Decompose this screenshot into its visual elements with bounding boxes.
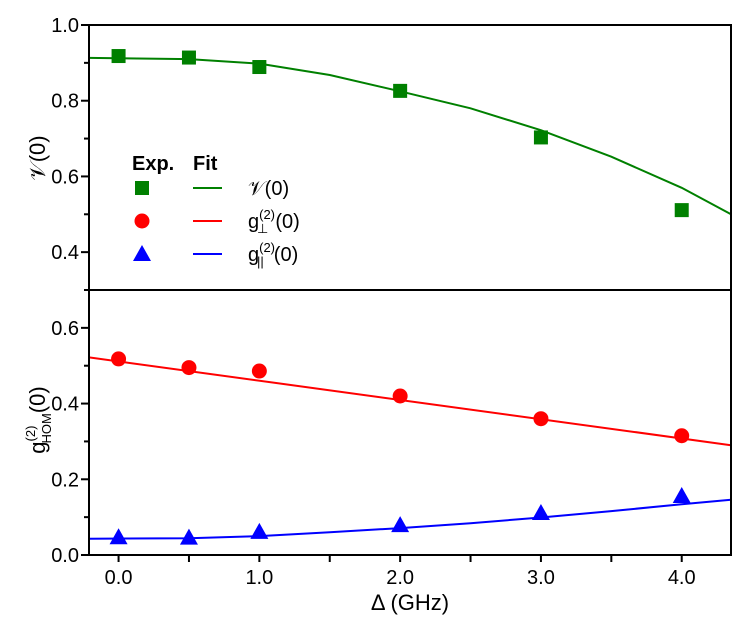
data-point-circle: [251, 363, 267, 379]
x-tick-label: 4.0: [668, 567, 696, 589]
data-point-circle: [533, 411, 549, 427]
y-tick-label: 0.0: [51, 545, 79, 567]
data-point-square: [111, 49, 126, 64]
y-tick-label: 0.4: [51, 394, 79, 416]
data-point-square: [252, 60, 267, 75]
top-plot-frame: [88, 24, 732, 291]
fit-line: [89, 498, 731, 540]
top-y-axis: 1.0 0.8 0.6 0.4: [51, 15, 89, 291]
data-point-triangle: [531, 503, 550, 520]
x-axis-title: Δ (GHz): [371, 590, 449, 615]
y-tick-label: 0.6: [51, 318, 79, 340]
x-tick-label: 1.0: [245, 567, 273, 589]
data-point-circle: [111, 351, 127, 367]
data-point-circle: [392, 388, 408, 404]
data-point-square: [393, 83, 408, 98]
x-tick-label: 2.0: [386, 567, 414, 589]
fit-line: [89, 356, 731, 447]
data-point-triangle: [179, 528, 198, 545]
legend-marker-triangle: [133, 245, 151, 261]
data-point-circle: [674, 428, 690, 444]
legend-fit-header: Fit: [193, 153, 218, 175]
legend-marker-square: [135, 181, 149, 195]
data-point-triangle: [250, 522, 269, 539]
legend-entry: g(2) ⊥ (0): [134, 207, 300, 236]
bottom-y-axis-title: g(2)HOM(0): [23, 386, 54, 453]
data-point-circle: [181, 360, 197, 376]
bottom-panel: [89, 351, 731, 545]
data-point-triangle: [672, 486, 691, 503]
legend-label: 𝒱(0): [248, 178, 289, 200]
legend-label: g(2) || (0): [248, 240, 298, 269]
legend-label: g(2) ⊥ (0): [248, 207, 300, 236]
y-tick-label: 1.0: [51, 15, 79, 37]
bottom-y-axis: 0.6 0.4 0.2 0.0: [51, 289, 89, 567]
data-point-square: [181, 50, 196, 65]
y-tick-label: 0.2: [51, 469, 79, 491]
data-point-square: [533, 130, 548, 145]
legend-entry: 𝒱(0): [135, 178, 289, 200]
top-y-axis-title: 𝒱(0): [25, 135, 50, 180]
legend-marker-circle: [134, 213, 150, 229]
y-tick-label: 0.6: [51, 166, 79, 188]
x-axis: 0.0 1.0 2.0 3.0 4.0: [105, 555, 696, 589]
y-tick-label: 0.4: [51, 242, 79, 264]
legend-exp-header: Exp.: [132, 153, 174, 175]
legend-entry: g(2) || (0): [133, 240, 298, 269]
y-tick-label: 0.8: [51, 91, 79, 113]
data-point-square: [674, 203, 689, 218]
top-panel: [89, 49, 731, 218]
x-tick-label: 3.0: [527, 567, 555, 589]
data-point-triangle: [391, 516, 410, 533]
data-point-triangle: [109, 528, 128, 545]
legend: Exp. Fit 𝒱(0) g(2) ⊥ (0) g(2) || (0): [132, 153, 300, 269]
fit-line: [89, 56, 731, 216]
x-tick-label: 0.0: [105, 567, 133, 589]
bottom-plot-frame: [88, 289, 732, 556]
